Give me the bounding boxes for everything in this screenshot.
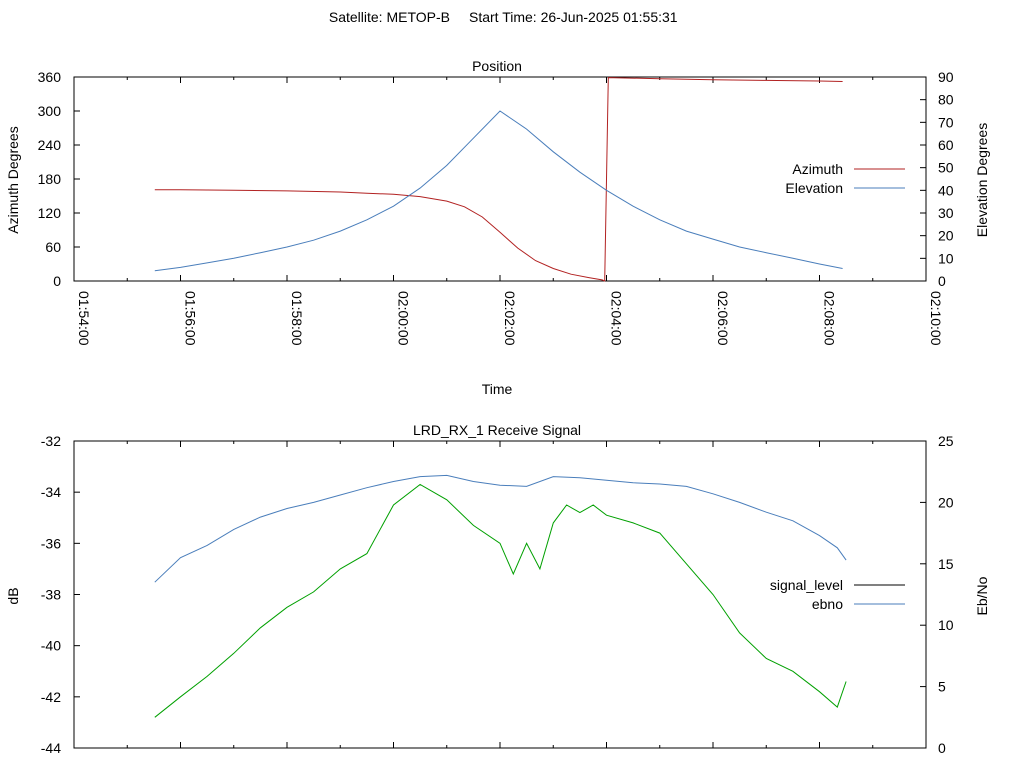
position-left-tick-label: 300 — [38, 103, 62, 119]
position-right-tick-label: 80 — [938, 92, 954, 108]
position-right-tick-label: 0 — [938, 273, 946, 289]
signal-right-tick-label: 5 — [938, 679, 946, 695]
legend-elevation-label: Elevation — [785, 180, 843, 196]
signal-right-tick-label: 25 — [938, 433, 954, 449]
position-x-tick-label: 02:06:00 — [715, 291, 731, 346]
signal-left-tick-label: -36 — [41, 535, 61, 551]
legend-signal-level-label: signal_level — [770, 577, 843, 593]
signal-left-axis-label: dB — [5, 587, 21, 604]
position-left-axis-label: Azimuth Degrees — [5, 126, 21, 233]
position-series-elevation-line — [154, 110, 843, 272]
position-left-tick-label: 360 — [38, 69, 62, 85]
position-x-axis-label: Time — [482, 381, 513, 397]
signal-left-tick-label: -34 — [41, 484, 61, 500]
position-right-tick-label: 40 — [938, 182, 954, 198]
signal-right-tick-label: 15 — [938, 556, 954, 572]
position-x-tick-label: 01:56:00 — [183, 291, 199, 346]
signal-plot-frame — [73, 440, 927, 749]
position-right-tick-label: 60 — [938, 137, 954, 153]
signal-left-tick-label: -40 — [41, 638, 61, 654]
position-right-tick-label: 70 — [938, 114, 954, 130]
legend-ebno-label: ebno — [812, 596, 843, 612]
position-right-tick-label: 20 — [938, 228, 954, 244]
start-time-label: Start Time: 26-Jun-2025 01:55:31 — [469, 9, 678, 25]
signal-right-tick-label: 20 — [938, 494, 954, 510]
position-right-tick-label: 10 — [938, 250, 954, 266]
position-x-tick-label: 02:04:00 — [609, 291, 625, 346]
position-left-tick-label: 60 — [45, 239, 61, 255]
signal-right-tick-label: 0 — [938, 740, 946, 756]
signal-chart: LRD_RX_1 Receive Signal dB Eb/No -44 -42 -… — [5, 422, 990, 756]
position-x-tick-label: 01:54:00 — [76, 291, 92, 346]
position-right-tick-label: 30 — [938, 205, 954, 221]
position-left-tick-label: 0 — [53, 273, 61, 289]
satellite-label: Satellite: METOP-B — [329, 9, 450, 25]
position-right-tick-label: 50 — [938, 160, 954, 176]
signal-left-tick-label: -32 — [41, 433, 61, 449]
position-x-tick-label: 02:00:00 — [396, 291, 412, 346]
signal-left-tick-label: -42 — [41, 689, 61, 705]
signal-right-axis-label: Eb/No — [974, 576, 990, 615]
position-left-tick-label: 120 — [38, 205, 62, 221]
position-legend: Azimuth Elevation — [785, 161, 905, 196]
signal-left-tick-label: -38 — [41, 587, 61, 603]
position-x-tick-label: 02:10:00 — [928, 291, 944, 346]
signal-right-tick-label: 10 — [938, 617, 954, 633]
position-right-tick-label: 90 — [938, 69, 954, 85]
position-title: Position — [472, 58, 522, 74]
legend-azimuth-label: Azimuth — [792, 161, 843, 177]
signal-series-signal-level-line — [154, 483, 847, 718]
signal-series-ebno-line — [154, 474, 847, 583]
position-plot-frame — [73, 76, 927, 282]
position-left-tick-label: 180 — [38, 171, 62, 187]
position-x-tick-label: 02:08:00 — [822, 291, 838, 346]
position-chart: Position Azimuth Degrees Elevation Degre… — [5, 58, 990, 397]
signal-title: LRD_RX_1 Receive Signal — [413, 422, 581, 438]
position-x-tick-label: 02:02:00 — [502, 291, 518, 346]
position-x-tick-label: 01:58:00 — [289, 291, 305, 346]
signal-left-tick-label: -44 — [41, 740, 61, 756]
position-series-azimuth-line — [154, 77, 843, 282]
position-right-axis-label: Elevation Degrees — [974, 123, 990, 237]
position-left-tick-label: 240 — [38, 137, 62, 153]
